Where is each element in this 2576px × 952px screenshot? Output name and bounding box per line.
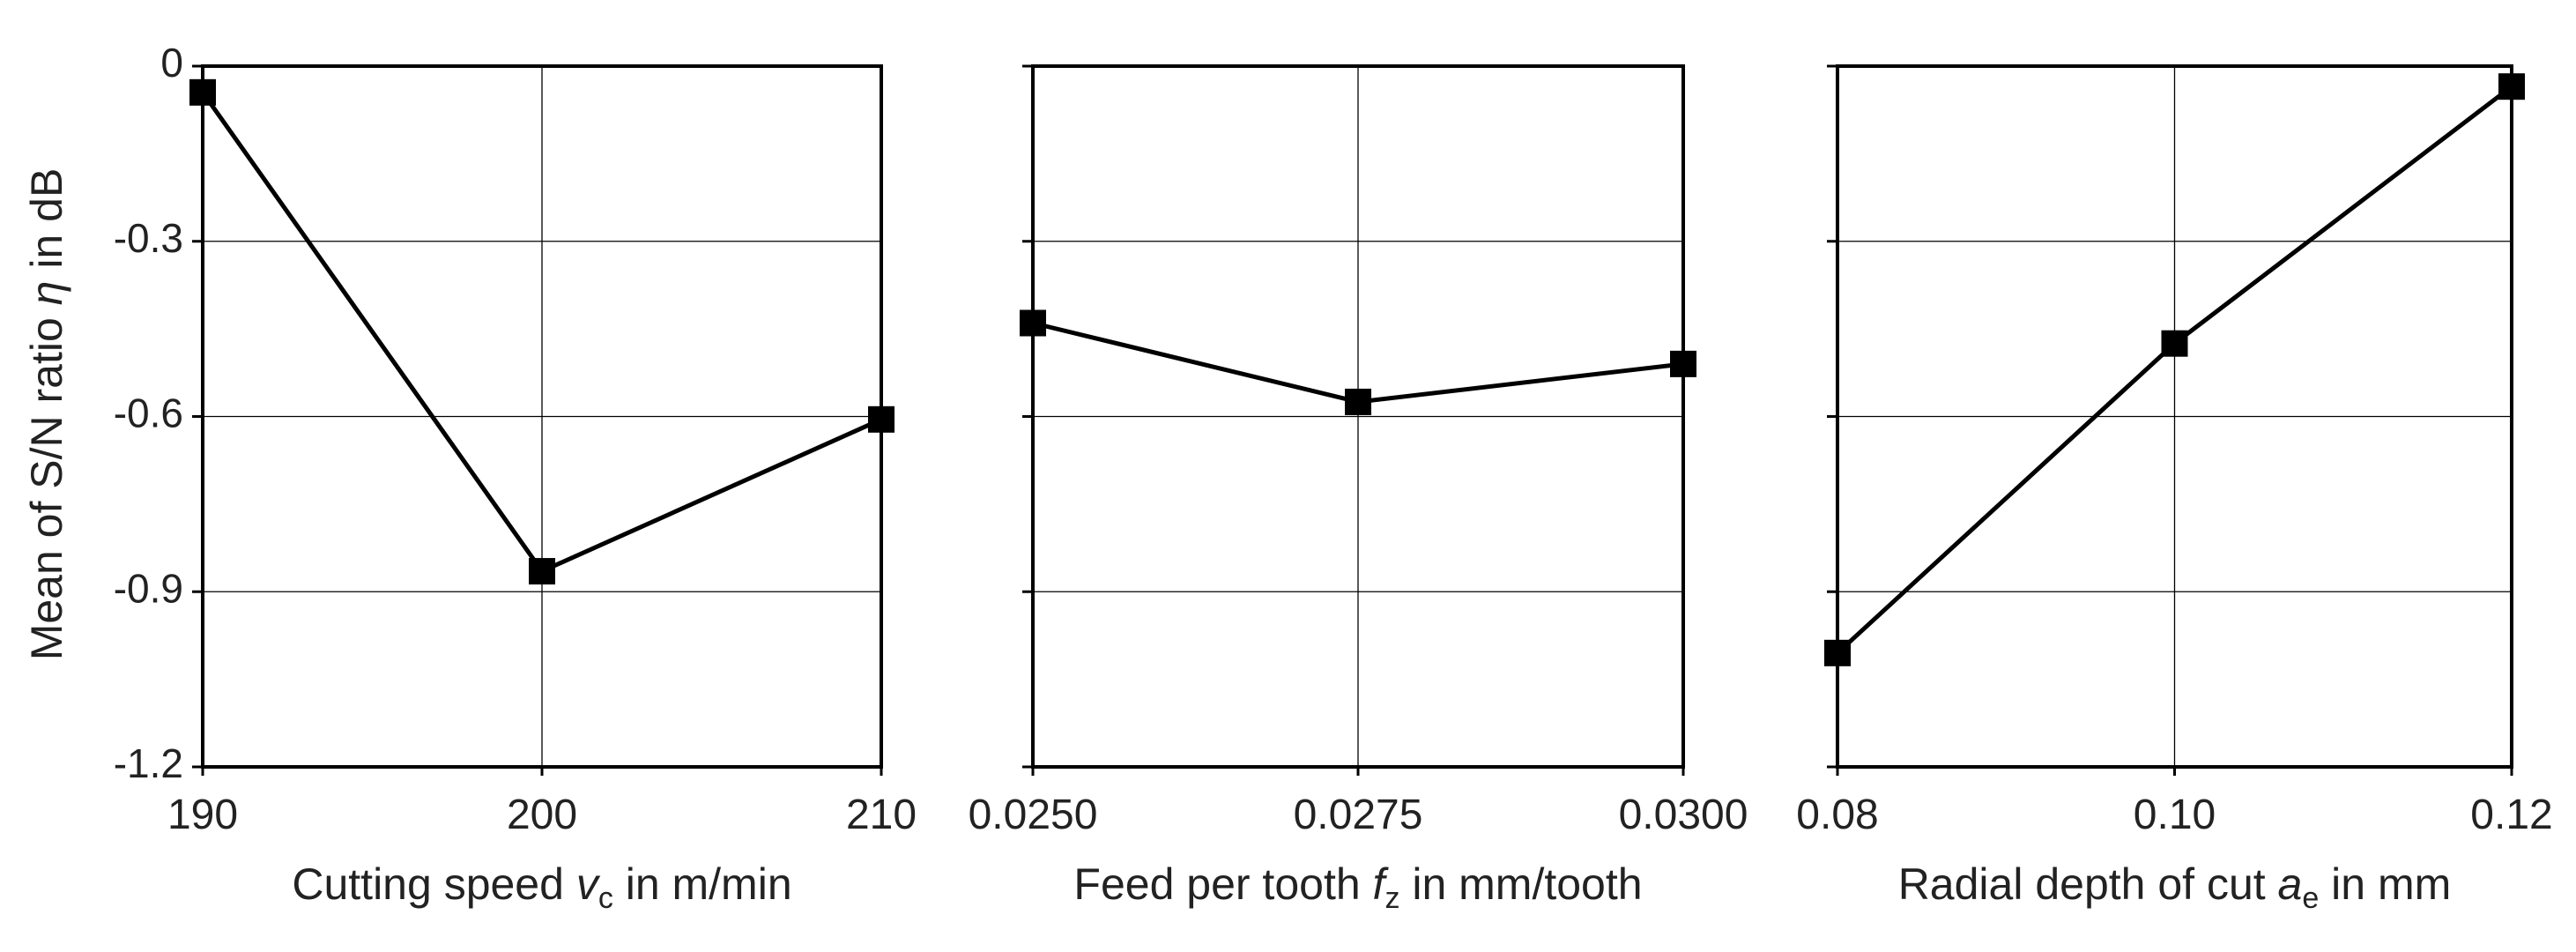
y-tick-label: -0.6 [114, 390, 183, 436]
x-axis-label: Feed per tooth fz in mm/tooth [1073, 859, 1642, 915]
data-point-marker [868, 405, 895, 433]
data-point-marker [529, 558, 555, 585]
plot-frame [1836, 64, 2513, 769]
x-axis-label: Cutting speed vc in m/min [292, 859, 791, 915]
panel-2: 0.0250 0.0275 0.0300 Feed per tooth fz in m… [969, 64, 1748, 915]
x-tick-label: 0.0250 [969, 792, 1098, 838]
x-tick-label: 0.0275 [1294, 792, 1423, 838]
x-tick-label: 0.12 [2470, 792, 2552, 838]
data-point-marker [1345, 388, 1371, 415]
x-tick-label: 0.0300 [1619, 792, 1748, 838]
x-tick-label: 190 [167, 792, 238, 838]
y-tick-label: -0.9 [114, 565, 183, 611]
y-tick-label: -0.3 [114, 215, 183, 261]
panel-3: 0.08 0.10 0.12 Radial depth of cut ae in mm [1796, 64, 2553, 915]
y-tick-label: 0 [160, 40, 183, 86]
x-tick-label: 210 [846, 792, 917, 838]
data-point-marker [1670, 350, 1696, 377]
panel-1: 0 -0.3 -0.6 -0.9 -1.2 190 200 210 Cutting speed … [114, 40, 917, 915]
x-axis-label: Radial depth of cut ae in mm [1898, 859, 2452, 915]
x-tick-label: 0.10 [2134, 792, 2216, 838]
y-axis-label: Mean of S/N ratio η in dB [22, 168, 71, 661]
x-tick-label: 0.08 [1796, 792, 1878, 838]
data-point-marker [2498, 73, 2525, 100]
data-point-marker [2161, 330, 2188, 357]
data-point-marker [1020, 309, 1046, 337]
y-tick-label: -1.2 [114, 740, 183, 786]
data-point-marker [1824, 639, 1851, 666]
data-point-marker [189, 78, 216, 106]
plot-frame [1031, 64, 1685, 769]
x-tick-label: 200 [507, 792, 577, 838]
